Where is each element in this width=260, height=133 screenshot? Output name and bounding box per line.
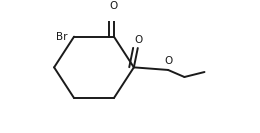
Text: O: O [110,1,118,11]
Text: O: O [134,35,142,45]
Text: Br: Br [56,32,68,42]
Text: O: O [164,55,172,66]
